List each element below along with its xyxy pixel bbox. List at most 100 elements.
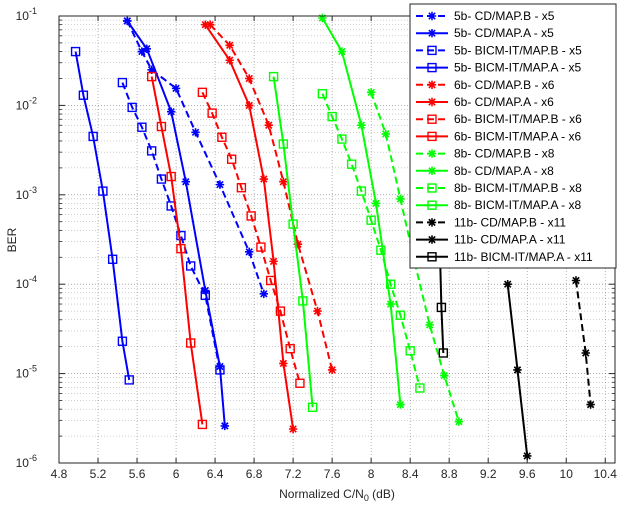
- series-line: [126, 20, 265, 295]
- data-point: [405, 346, 415, 356]
- legend-entry: 11b- BICM-IT/MAP.A - x11: [416, 250, 593, 264]
- data-point: [225, 56, 234, 65]
- data-point: [117, 336, 128, 346]
- data-point: [415, 383, 425, 393]
- data-point: [396, 194, 405, 204]
- y-tick-exponent: -4: [29, 274, 37, 284]
- series-line: [272, 76, 314, 408]
- data-point: [98, 186, 108, 196]
- legend-entry: 8b- BICM-IT/MAP.B - x8: [416, 181, 582, 195]
- legend-swatch-marker: [427, 183, 437, 193]
- legend-entry: 11b- CD/MAP.B - x11: [416, 215, 566, 229]
- data-point: [197, 87, 208, 98]
- data-point: [124, 375, 134, 385]
- data-point: [201, 20, 210, 29]
- x-tick-label: 7.6: [324, 467, 341, 481]
- data-point: [220, 421, 230, 431]
- legend-label: 5b- BICM-IT/MAP.A - x5: [454, 61, 581, 75]
- legend-swatch-marker: [427, 149, 437, 158]
- series-layer: [70, 13, 595, 461]
- data-point: [217, 132, 227, 142]
- legend-label: 6b- CD/MAP.B - x6: [454, 78, 555, 92]
- data-point: [117, 77, 128, 88]
- data-point: [381, 129, 390, 139]
- data-point: [70, 46, 81, 57]
- data-point: [327, 111, 337, 122]
- series-line: [321, 17, 402, 405]
- series-line: [575, 280, 592, 405]
- y-tick-label: 10-3: [16, 185, 37, 202]
- data-point: [147, 65, 156, 75]
- data-point: [395, 310, 406, 320]
- data-point: [146, 71, 157, 82]
- data-point: [225, 41, 234, 50]
- data-point: [307, 402, 318, 412]
- y-tick-label: 10-6: [16, 453, 37, 470]
- legend-swatch-marker: [427, 97, 437, 107]
- series-line: [150, 76, 204, 425]
- series-line: [121, 82, 221, 371]
- data-point: [268, 71, 279, 82]
- data-point: [236, 183, 247, 193]
- data-point: [278, 139, 289, 149]
- data-point: [279, 177, 288, 186]
- data-point: [371, 199, 381, 208]
- ticks: 4.8 5.2 5.6 6 6.4 6.8 7.2 7.6 8 8.4 8.8 9.2 9.6 10 10.…: [16, 6, 618, 481]
- legend: 5b- CD/MAP.B - x5 5b- CD/MAP.A - x5 5b- BI…: [409, 3, 617, 269]
- legend-label: 6b- BICM-IT/MAP.A - x6: [454, 129, 581, 143]
- y-tick-base: 10: [16, 188, 30, 202]
- legend-entry: 5b- BICM-IT/MAP.A - x5: [416, 61, 581, 75]
- data-point: [245, 247, 254, 257]
- y-tick-base: 10: [16, 367, 30, 381]
- legend-swatch-marker: [427, 200, 437, 210]
- legend-swatch-marker: [427, 29, 437, 38]
- data-point: [318, 13, 327, 23]
- x-axis-label: Normalized C/N0 (dB): [279, 487, 395, 503]
- legend-entry: 6b- CD/MAP.B - x6: [416, 78, 555, 92]
- y-tick-exponent: -6: [29, 453, 37, 463]
- data-point: [288, 424, 298, 434]
- x-tick-label: 9.6: [519, 467, 536, 481]
- data-point: [156, 121, 167, 132]
- x-tick-label: 5.6: [129, 467, 146, 481]
- data-point: [581, 348, 590, 358]
- data-point: [197, 419, 208, 430]
- data-point: [123, 16, 132, 26]
- data-point: [454, 417, 464, 426]
- x-tick-label: 5.2: [90, 467, 107, 481]
- data-point: [436, 302, 447, 313]
- series-5: [201, 20, 298, 434]
- data-point: [376, 245, 386, 255]
- legend-entry: 6b- CD/MAP.A - x6: [416, 95, 554, 109]
- x-tick-label: 6: [173, 467, 180, 481]
- y-tick-exponent: -5: [29, 364, 37, 374]
- data-point: [185, 338, 196, 348]
- data-point: [503, 280, 512, 289]
- data-point: [586, 400, 595, 409]
- data-point: [259, 174, 269, 184]
- legend-swatch-marker: [427, 11, 437, 21]
- data-point: [201, 286, 210, 295]
- legend-label: 8b- CD/MAP.B - x8: [454, 147, 555, 161]
- series-line: [74, 51, 131, 381]
- legend-swatch-marker: [427, 235, 437, 244]
- legend-entry: 8b- CD/MAP.A - x8: [416, 164, 554, 178]
- series-12: [571, 276, 595, 409]
- legend-entry: 5b- BICM-IT/MAP.B - x5: [416, 43, 582, 57]
- x-tick-label: 6.8: [246, 467, 263, 481]
- series-line: [201, 91, 301, 384]
- legend-label: 8b- BICM-IT/MAP.B - x8: [454, 181, 582, 195]
- series-line: [321, 93, 421, 389]
- y-tick-exponent: -1: [29, 6, 37, 16]
- y-tick-label: 10-2: [16, 95, 37, 112]
- legend-label: 11b- CD/MAP.A - x11: [454, 233, 566, 247]
- data-point: [215, 180, 225, 189]
- data-point: [571, 276, 581, 285]
- data-point: [265, 275, 276, 286]
- data-point: [166, 107, 176, 116]
- data-point: [396, 400, 405, 409]
- data-point: [137, 122, 147, 132]
- data-point: [176, 230, 186, 241]
- y-tick-exponent: -3: [29, 185, 37, 195]
- legend-swatch-marker: [427, 80, 437, 89]
